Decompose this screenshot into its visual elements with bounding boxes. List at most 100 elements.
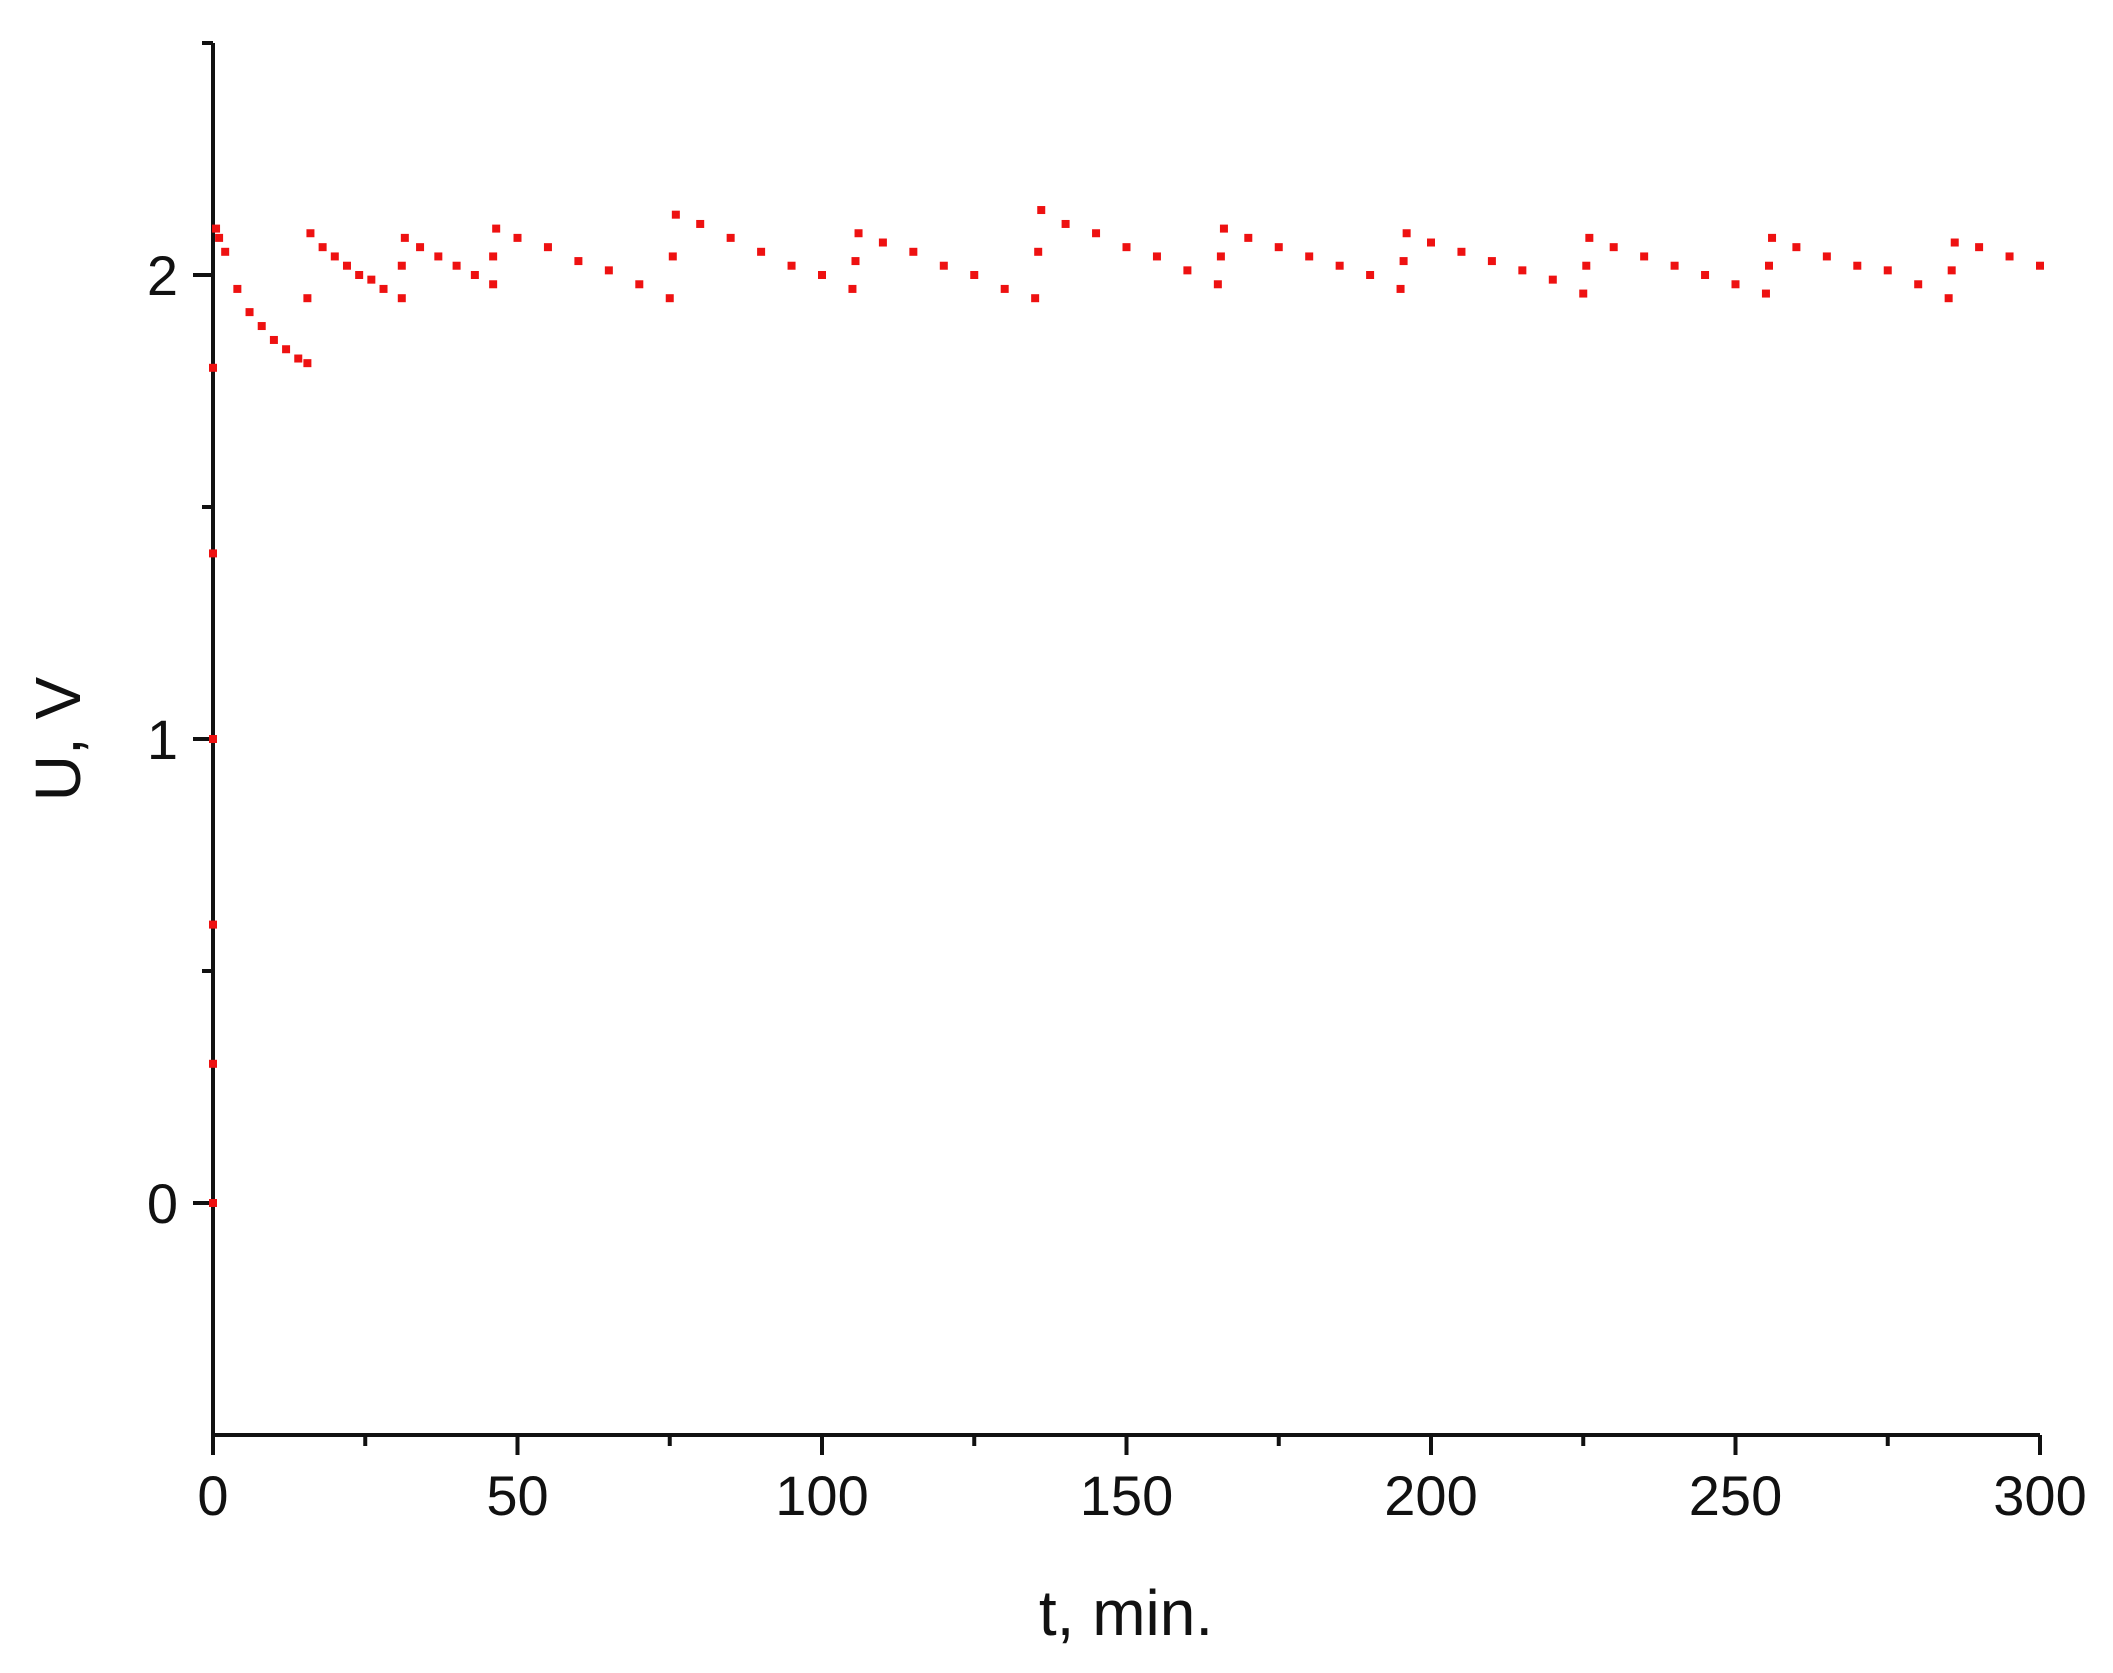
x-tick-label: 300 <box>1993 1464 2086 1527</box>
data-point <box>209 1059 217 1068</box>
data-point <box>1061 219 1070 228</box>
data-point <box>1609 243 1618 252</box>
data-point <box>1216 252 1225 261</box>
data-point <box>269 335 278 344</box>
data-point <box>1582 261 1591 270</box>
data-point <box>212 224 221 233</box>
data-point <box>400 233 409 242</box>
data-point <box>1305 252 1314 261</box>
data-point <box>1034 247 1043 256</box>
data-point <box>818 271 826 279</box>
data-point <box>939 261 948 270</box>
data-point <box>209 920 217 929</box>
data-point <box>233 284 242 293</box>
x-tick-label: 50 <box>486 1464 548 1527</box>
data-point <box>1670 261 1679 270</box>
y-axis-title: U, V <box>22 676 94 801</box>
data-point <box>209 363 217 372</box>
data-point <box>574 257 583 266</box>
data-point <box>1427 238 1435 247</box>
data-point <box>209 735 217 743</box>
data-point <box>851 257 860 266</box>
data-point <box>1219 224 1228 233</box>
data-point <box>416 243 425 252</box>
data-point <box>854 229 863 238</box>
data-point <box>452 261 461 270</box>
data-point <box>355 271 364 279</box>
y-tick-label: 1 <box>147 708 178 771</box>
data-point <box>303 359 312 368</box>
data-point <box>1122 243 1131 252</box>
data-point <box>1396 284 1405 293</box>
data-point <box>1822 252 1831 261</box>
y-tick-label: 0 <box>147 1172 178 1235</box>
data-point <box>1701 271 1710 279</box>
data-point <box>489 252 498 261</box>
data-point <box>1761 289 1770 298</box>
data-point <box>665 294 674 303</box>
data-point <box>1274 243 1283 252</box>
data-point <box>470 271 479 279</box>
data-point <box>1518 266 1527 275</box>
data-point <box>1213 280 1222 289</box>
data-point <box>209 1199 217 1207</box>
data-point <box>970 271 979 279</box>
data-point <box>1402 229 1411 238</box>
x-axis-title: t, min. <box>1039 1577 1213 1649</box>
data-point <box>1244 233 1253 242</box>
data-point <box>1487 257 1496 266</box>
data-point <box>1183 266 1192 275</box>
data-point <box>282 345 291 354</box>
data-point <box>1947 266 1956 275</box>
data-point <box>2005 252 2014 261</box>
data-point <box>221 247 230 256</box>
data-point <box>1975 243 1984 252</box>
data-point <box>245 308 254 317</box>
data-point <box>397 294 406 303</box>
y-tick-label: 2 <box>147 244 178 307</box>
data-point <box>215 233 224 242</box>
x-tick-label: 100 <box>775 1464 868 1527</box>
data-point <box>318 243 327 252</box>
data-point <box>2036 261 2044 270</box>
data-point <box>303 294 312 303</box>
data-point <box>1731 280 1740 289</box>
data-point <box>1585 233 1594 242</box>
x-tick-label: 150 <box>1080 1464 1173 1527</box>
data-point <box>696 219 705 228</box>
data-point <box>379 284 388 293</box>
data-point <box>1764 261 1773 270</box>
data-point <box>1853 261 1862 270</box>
data-point <box>513 233 522 242</box>
data-point <box>848 284 857 293</box>
data-point <box>1399 257 1408 266</box>
data-point <box>489 280 498 289</box>
data-point <box>294 354 303 363</box>
data-point <box>1031 294 1040 303</box>
data-point <box>1152 252 1161 261</box>
data-point <box>1883 266 1892 275</box>
data-point <box>1335 261 1344 270</box>
x-tick-label: 0 <box>197 1464 228 1527</box>
data-point <box>671 210 680 219</box>
data-point <box>330 252 339 261</box>
data-point <box>257 322 266 331</box>
data-point <box>342 261 351 270</box>
data-point <box>1950 238 1959 247</box>
data-point <box>1768 233 1777 242</box>
data-point <box>492 224 501 233</box>
x-tick-label: 250 <box>1689 1464 1782 1527</box>
data-point <box>367 275 376 284</box>
data-point <box>604 266 613 275</box>
data-point <box>726 233 735 242</box>
data-point <box>1944 294 1953 303</box>
data-point <box>397 261 406 270</box>
data-point <box>434 252 443 261</box>
data-point <box>878 238 887 247</box>
data-point <box>1457 247 1466 256</box>
data-point <box>757 247 766 256</box>
data-point <box>909 247 918 256</box>
data-point <box>668 252 677 261</box>
